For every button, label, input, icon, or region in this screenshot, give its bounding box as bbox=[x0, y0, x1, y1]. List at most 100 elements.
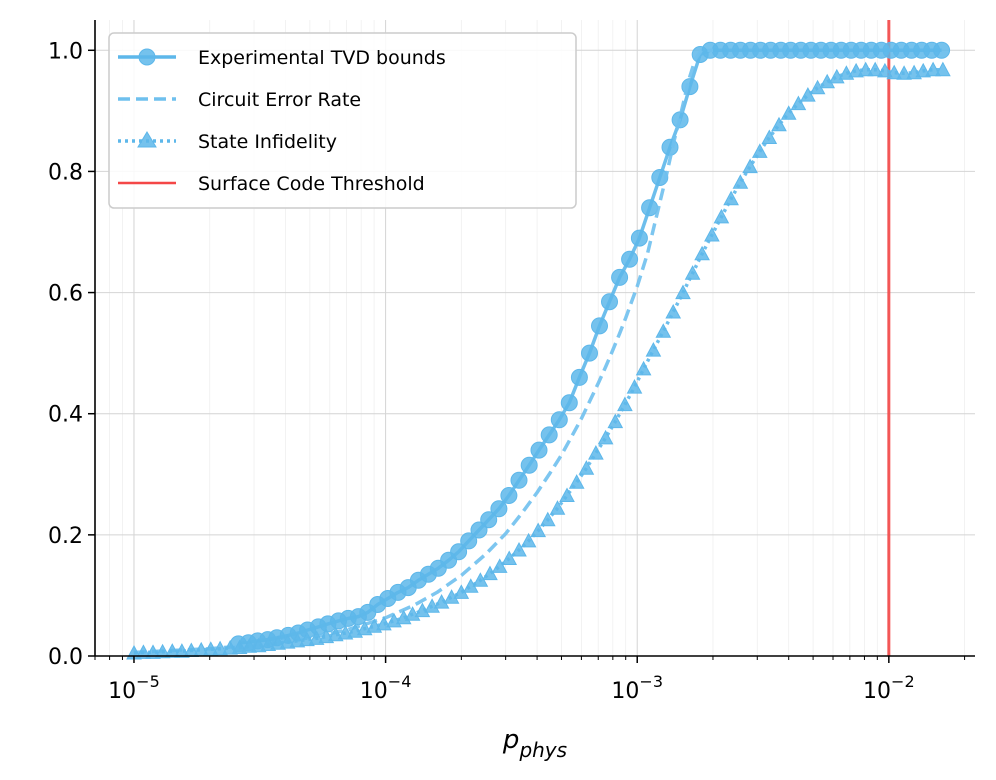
data-point bbox=[611, 268, 629, 286]
data-point bbox=[578, 460, 595, 475]
data-point bbox=[780, 105, 797, 120]
data-point bbox=[790, 95, 807, 111]
data-point bbox=[491, 558, 508, 573]
data-point bbox=[560, 394, 578, 412]
x-tick-label-base: 10 bbox=[863, 679, 891, 704]
series-layer bbox=[126, 41, 951, 660]
data-point bbox=[591, 317, 608, 335]
data-point bbox=[601, 293, 618, 311]
data-point bbox=[530, 441, 548, 459]
data-point bbox=[635, 360, 652, 376]
data-point bbox=[732, 174, 749, 189]
data-point bbox=[540, 426, 558, 444]
legend-swatch-tvd-marker bbox=[138, 48, 156, 66]
data-point bbox=[480, 511, 498, 529]
data-point bbox=[933, 41, 951, 59]
data-point bbox=[520, 456, 538, 474]
y-tick-label: 0.0 bbox=[48, 645, 83, 670]
data-point bbox=[742, 158, 758, 174]
data-point bbox=[490, 500, 508, 518]
y-tick-label: 0.2 bbox=[48, 524, 83, 549]
data-point bbox=[800, 87, 816, 102]
x-axis-label: pphys bbox=[502, 725, 567, 762]
legend-entry-tvd: Experimental TVD bounds bbox=[118, 47, 446, 69]
x-tick-label-base: 10 bbox=[611, 679, 639, 704]
data-point bbox=[482, 565, 498, 581]
data-point bbox=[581, 344, 598, 362]
data-point bbox=[867, 61, 884, 77]
legend-entry-threshold: Surface Code Threshold bbox=[118, 173, 425, 195]
data-point bbox=[630, 229, 648, 247]
legend: Experimental TVD bounds Circuit Error Ra… bbox=[108, 32, 577, 209]
data-point bbox=[713, 208, 730, 224]
x-tick-label-exp: −5 bbox=[136, 672, 160, 691]
y-tick-label: 0.6 bbox=[48, 282, 83, 307]
legend-frame bbox=[108, 32, 577, 209]
data-point bbox=[135, 644, 152, 659]
data-point bbox=[510, 471, 528, 489]
data-point bbox=[704, 226, 720, 242]
x-axis-label-base: p bbox=[502, 725, 520, 755]
data-point bbox=[597, 429, 614, 445]
y-tick-label: 0.8 bbox=[48, 160, 83, 185]
y-tick-label: 0.4 bbox=[48, 403, 83, 428]
data-point bbox=[723, 190, 739, 206]
data-point bbox=[751, 143, 768, 158]
legend-label-tvd: Experimental TVD bounds bbox=[198, 47, 446, 69]
data-point bbox=[877, 62, 893, 78]
series-2 bbox=[126, 61, 951, 660]
data-point bbox=[568, 474, 585, 489]
data-point bbox=[539, 511, 556, 527]
data-point bbox=[645, 342, 662, 357]
series-1 bbox=[133, 48, 713, 655]
data-point bbox=[549, 500, 566, 515]
axes bbox=[94, 20, 975, 657]
data-point bbox=[530, 522, 547, 538]
data-point bbox=[570, 368, 588, 386]
data-point bbox=[460, 532, 478, 550]
x-tick-label-base: 10 bbox=[108, 679, 136, 704]
data-point bbox=[617, 396, 633, 412]
legend-label-circuit: Circuit Error Rate bbox=[198, 89, 361, 111]
data-point bbox=[500, 487, 518, 504]
data-point bbox=[154, 643, 171, 659]
data-point bbox=[212, 640, 228, 656]
data-point bbox=[771, 116, 787, 132]
data-point bbox=[675, 284, 691, 300]
data-point bbox=[450, 543, 468, 561]
x-tick-label: 10−4 bbox=[360, 672, 412, 704]
data-point bbox=[655, 323, 672, 338]
x-tick-label: 10−5 bbox=[108, 672, 160, 704]
data-point bbox=[550, 411, 568, 429]
data-point bbox=[559, 487, 575, 502]
x-tick-label: 10−3 bbox=[611, 672, 663, 704]
data-point bbox=[501, 550, 518, 565]
data-point bbox=[761, 129, 778, 144]
data-point bbox=[935, 61, 951, 77]
ticks: 0.00.20.40.60.81.010−5 10−4 10−3 10−2 bbox=[48, 39, 966, 704]
x-axis-label-sub: phys bbox=[518, 738, 567, 762]
data-point bbox=[588, 445, 604, 460]
data-point bbox=[857, 61, 874, 77]
data-point bbox=[925, 61, 941, 77]
legend-entry-circuit: Circuit Error Rate bbox=[118, 89, 361, 111]
x-tick-label-exp: −4 bbox=[388, 672, 412, 691]
legend-swatch-infidelity-marker bbox=[137, 131, 157, 148]
data-point bbox=[665, 303, 682, 319]
y-tick-label: 1.0 bbox=[48, 39, 83, 64]
legend-entry-infidelity: State Infidelity bbox=[118, 131, 337, 153]
data-point bbox=[694, 245, 710, 261]
data-point bbox=[641, 199, 659, 217]
legend-label-infidelity: State Infidelity bbox=[198, 131, 337, 153]
data-point bbox=[511, 541, 527, 557]
x-tick-label-exp: −3 bbox=[639, 672, 663, 691]
data-point bbox=[520, 532, 537, 548]
data-point bbox=[164, 643, 181, 658]
x-tick-label-base: 10 bbox=[360, 679, 388, 704]
x-tick-label: 10−2 bbox=[863, 672, 915, 704]
data-point bbox=[684, 265, 701, 280]
series-line bbox=[133, 48, 713, 655]
series-0 bbox=[229, 41, 951, 653]
data-point bbox=[607, 413, 624, 429]
